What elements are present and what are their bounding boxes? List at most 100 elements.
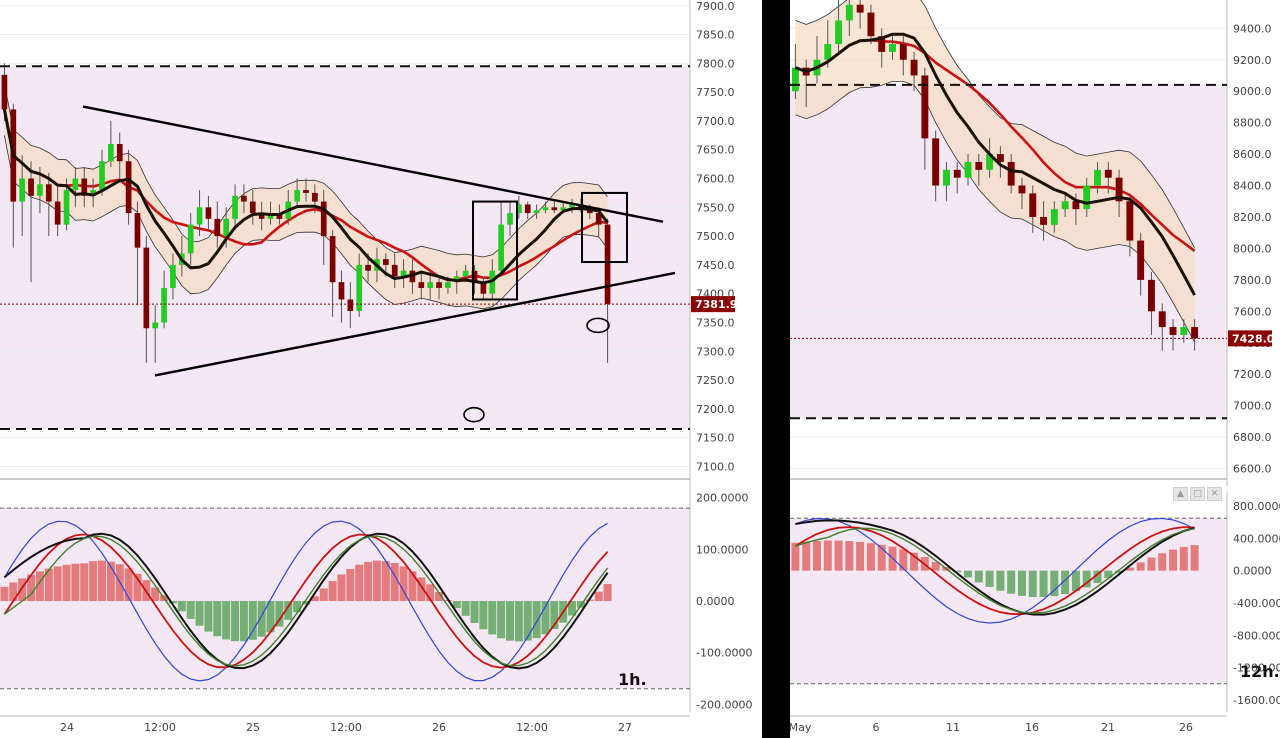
histogram-bar bbox=[812, 540, 821, 571]
histogram-bar bbox=[195, 601, 204, 626]
chart-12h-panel[interactable]: 9400.0 9200.0 9000.0 8800.0 8600.0 8400.0 8200… bbox=[790, 0, 1280, 738]
y-tick-label: 9200.0 bbox=[1233, 54, 1272, 67]
histogram-bar bbox=[27, 574, 36, 601]
candle-body bbox=[329, 236, 336, 283]
histogram-bar bbox=[80, 563, 89, 601]
histogram-bar bbox=[302, 601, 310, 605]
candle-body bbox=[899, 44, 907, 60]
y-tick-label: 9400.0 bbox=[1233, 22, 1272, 35]
y-tick-label: 7850.0 bbox=[696, 29, 735, 42]
histogram-bar bbox=[98, 560, 106, 601]
histogram-bar bbox=[1190, 545, 1199, 571]
candle-body bbox=[391, 264, 398, 277]
histogram-bar bbox=[866, 543, 875, 571]
x-tick-label: 21 bbox=[1101, 721, 1115, 734]
candle-body bbox=[964, 161, 972, 178]
chart-1h-svg[interactable]: 7900.0 7850.0 7800.0 7750.0 7700.0 7650.0 7600… bbox=[0, 0, 762, 738]
candle-body bbox=[953, 169, 961, 178]
y-tick-label: -100.0000 bbox=[696, 647, 752, 660]
candle-body bbox=[258, 213, 265, 219]
oscillator-line-blue bbox=[795, 517, 1195, 624]
candle-body bbox=[382, 259, 389, 265]
candle-body bbox=[498, 224, 504, 271]
highlight-box bbox=[472, 200, 518, 301]
candle-body bbox=[1029, 193, 1037, 217]
x-tick-label: 27 bbox=[618, 721, 632, 734]
y-tick-label: 8200.0 bbox=[1233, 211, 1272, 224]
y-tick-label: 7800.0 bbox=[1233, 274, 1272, 287]
y-tick-label: 7550.0 bbox=[696, 201, 735, 214]
histogram-bar bbox=[319, 588, 328, 601]
candle-body bbox=[338, 282, 345, 300]
candle-body bbox=[45, 184, 52, 202]
timeframe-label-12h: 12h. bbox=[1240, 662, 1280, 681]
histogram-bar bbox=[177, 601, 186, 612]
candle-body bbox=[1007, 161, 1015, 186]
histogram-bar bbox=[346, 568, 355, 601]
histogram-bar bbox=[18, 578, 27, 601]
histogram-bar bbox=[541, 601, 550, 635]
histogram-bar bbox=[328, 581, 337, 601]
y-tick-label: -800.0000 bbox=[1233, 629, 1280, 642]
y-tick-label: -1200.0000 bbox=[1233, 662, 1280, 675]
candle-body bbox=[856, 4, 864, 13]
y-tick-label: 400.0000 bbox=[1233, 532, 1280, 545]
candle-body bbox=[845, 4, 853, 21]
histogram-bar bbox=[381, 561, 390, 601]
candle-body bbox=[551, 207, 558, 211]
candle-body bbox=[996, 154, 1004, 162]
y-tick-label: 8400.0 bbox=[1233, 180, 1272, 193]
histogram-bar bbox=[133, 573, 142, 601]
histogram-bar bbox=[523, 601, 532, 641]
histogram-bar bbox=[802, 541, 811, 571]
y-tick-label: 7150.0 bbox=[696, 432, 735, 445]
candle-body bbox=[161, 287, 167, 323]
histogram-bar bbox=[550, 601, 559, 630]
histogram-bar bbox=[310, 596, 319, 601]
histogram-bar bbox=[953, 570, 962, 573]
histogram-bar bbox=[996, 570, 1005, 591]
candle-body bbox=[249, 201, 256, 214]
chart-12h-svg[interactable]: 9400.0 9200.0 9000.0 8800.0 8600.0 8400.0 8200… bbox=[790, 0, 1280, 738]
oscillator-line-black bbox=[795, 519, 1195, 616]
candle-body bbox=[1137, 240, 1145, 280]
histogram-bar bbox=[71, 563, 80, 601]
window-maximize-icon[interactable]: □ bbox=[1190, 487, 1205, 501]
y-tick-label: 7900.0 bbox=[696, 0, 735, 13]
moving-average-black bbox=[794, 32, 1196, 296]
chart-1h-panel[interactable]: 7900.0 7850.0 7800.0 7750.0 7700.0 7650.0 7600… bbox=[0, 0, 762, 738]
y-tick-label: 0.0000 bbox=[1233, 565, 1272, 578]
candle-body bbox=[232, 195, 238, 219]
candle-body bbox=[942, 169, 950, 186]
y-tick-label: 7200.0 bbox=[1233, 368, 1272, 381]
candle-body bbox=[1191, 327, 1199, 339]
candle-body bbox=[986, 154, 994, 170]
histogram-bar bbox=[568, 601, 577, 616]
y-tick-label: 0.0000 bbox=[696, 595, 735, 608]
last-price-label: 7428.0 bbox=[1232, 332, 1275, 345]
histogram-bar bbox=[417, 577, 426, 601]
candle-body bbox=[63, 190, 70, 225]
histogram-bar bbox=[1158, 553, 1167, 571]
candle-body bbox=[187, 224, 194, 254]
circle-marker bbox=[463, 406, 485, 423]
candle-body bbox=[975, 161, 983, 170]
candle-body bbox=[72, 178, 79, 191]
y-tick-label: 800.0000 bbox=[1233, 500, 1280, 513]
moving-average-black bbox=[2, 109, 609, 285]
candle-body bbox=[356, 264, 363, 311]
histogram-bar bbox=[364, 561, 373, 601]
close-icon[interactable]: ✕ bbox=[1207, 487, 1222, 501]
y-tick-label: -400.0000 bbox=[1233, 597, 1280, 610]
histogram-bar bbox=[603, 584, 612, 601]
histogram-bar bbox=[390, 562, 399, 601]
histogram-bar bbox=[479, 601, 488, 630]
candle-body bbox=[507, 213, 513, 225]
histogram-bar bbox=[89, 561, 98, 601]
x-tick-label: 12:00 bbox=[516, 721, 548, 734]
window-up-icon[interactable]: ▲ bbox=[1173, 487, 1188, 501]
oscillator-line-green bbox=[3, 535, 609, 667]
y-tick-label: 8600.0 bbox=[1233, 148, 1272, 161]
histogram-bar bbox=[594, 591, 603, 601]
histogram-bar bbox=[284, 601, 293, 620]
